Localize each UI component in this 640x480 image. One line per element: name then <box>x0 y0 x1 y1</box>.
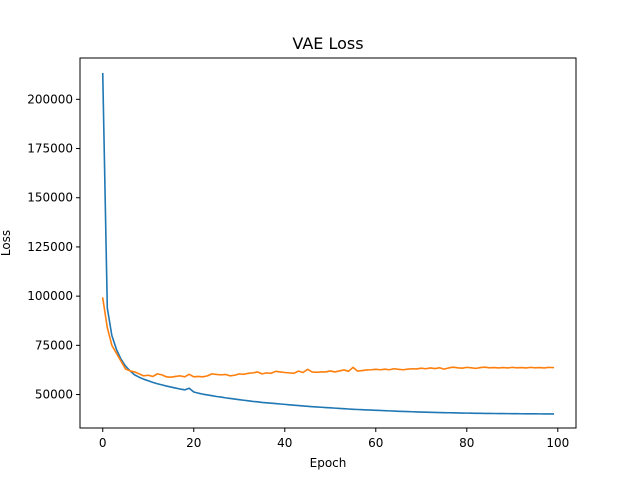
y-axis-label: Loss <box>0 230 13 256</box>
x-tick-label: 20 <box>186 436 201 450</box>
x-axis-label: Epoch <box>310 456 347 470</box>
plot-frame <box>79 57 577 429</box>
x-tick-label: 40 <box>277 436 292 450</box>
series-layer <box>101 72 555 415</box>
chart-title: VAE Loss <box>292 34 363 53</box>
x-axis: 0 20 40 60 80 100 <box>99 428 569 450</box>
y-tick-label: 75000 <box>35 338 73 352</box>
y-tick-label: 150000 <box>27 191 73 205</box>
series-line-2 <box>101 297 555 379</box>
y-axis: 50000 75000 100000 125000 150000 175000 200000 <box>27 92 80 402</box>
y-tick-label: 200000 <box>27 92 73 106</box>
y-tick-label: 125000 <box>27 240 73 254</box>
y-tick-label: 50000 <box>35 388 73 402</box>
x-tick-label: 60 <box>368 436 383 450</box>
x-tick-label: 80 <box>459 436 474 450</box>
series-line-1 <box>101 72 555 415</box>
y-tick-label: 100000 <box>27 289 73 303</box>
x-tick-label: 0 <box>99 436 107 450</box>
x-tick-label: 100 <box>546 436 569 450</box>
y-tick-label: 175000 <box>27 142 73 156</box>
